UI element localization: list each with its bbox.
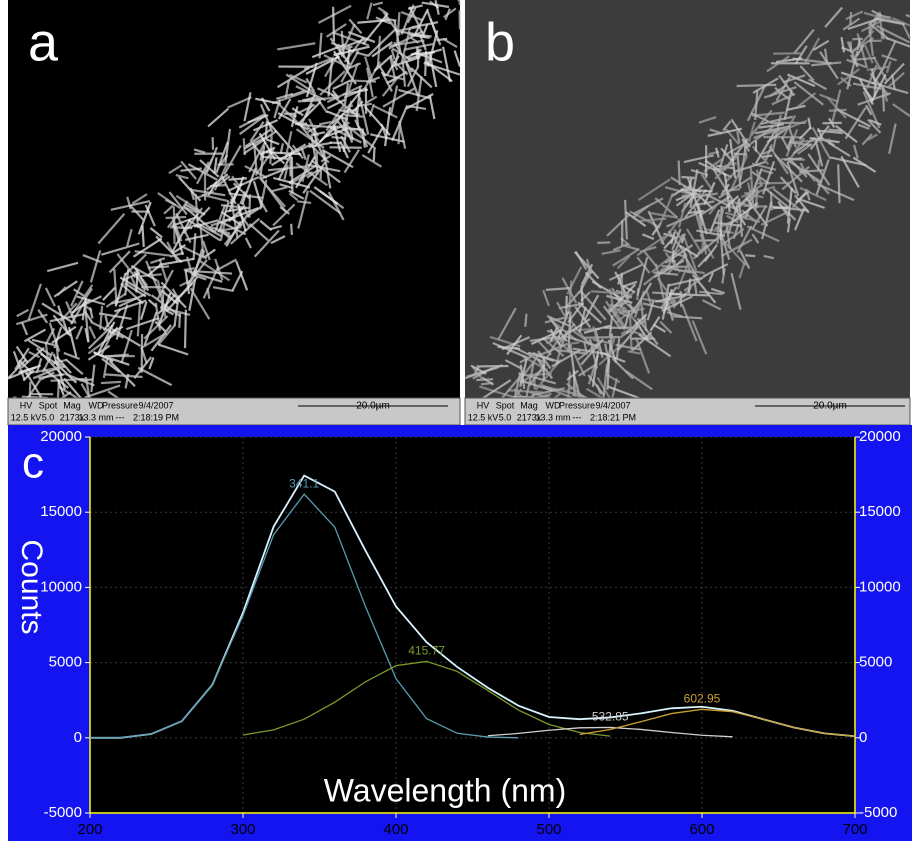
info-header: Spot	[496, 400, 515, 410]
fiber	[333, 7, 334, 41]
info-value: ---	[573, 412, 582, 422]
fiber	[850, 12, 851, 25]
fiber	[756, 189, 757, 209]
info-value: 5.0	[499, 412, 512, 422]
x-tick-label: 500	[536, 821, 561, 838]
fiber	[142, 226, 143, 247]
y2-tick-label: 0	[859, 729, 867, 746]
info-header: HV	[20, 400, 33, 410]
fiber	[374, 148, 375, 161]
plot-area	[90, 437, 855, 813]
x-tick-label: 300	[230, 821, 255, 838]
panel-label: c	[22, 439, 44, 488]
y2-tick-label: -5000	[859, 804, 897, 821]
panel-label: b	[485, 12, 515, 72]
info-value: 12.5 kV	[11, 412, 42, 422]
panel-label: a	[28, 12, 59, 72]
fiber	[332, 137, 347, 138]
peak-label: 415.77	[408, 644, 445, 658]
fiber	[291, 224, 292, 235]
fiber	[292, 157, 293, 194]
y2-tick-label: 5000	[859, 654, 892, 671]
y2-tick-label: 15000	[859, 503, 901, 520]
fiber	[584, 337, 619, 338]
info-value: 2:18:19 PM	[133, 412, 179, 422]
y2-tick-label: 20000	[859, 428, 901, 445]
x-tick-label: 700	[842, 821, 867, 838]
peak-label: 602.95	[684, 691, 721, 705]
fiber	[745, 255, 755, 256]
y2-tick-label: 10000	[859, 578, 901, 595]
x-axis-title: Wavelength (nm)	[324, 772, 566, 808]
fiber	[838, 164, 839, 203]
info-value: 12.5 kV	[468, 412, 499, 422]
info-header: Pressure	[102, 400, 138, 410]
info-header: Spot	[39, 400, 58, 410]
x-tick-label: 600	[689, 821, 714, 838]
fiber	[166, 217, 186, 218]
info-header: Mag	[63, 400, 81, 410]
fiber	[737, 85, 777, 86]
x-tick-label: 400	[383, 821, 408, 838]
fiber	[671, 294, 709, 295]
fiber	[773, 207, 788, 208]
scale-label: 20.0µm	[813, 401, 847, 412]
fiber	[458, 0, 460, 1]
info-header: Pressure	[559, 400, 595, 410]
info-value: 13.3 mm	[535, 412, 570, 422]
fiber	[662, 266, 687, 267]
peak-label: 532.85	[592, 710, 629, 724]
peak-label: 341.1	[289, 476, 319, 490]
info-value: 13.3 mm	[78, 412, 113, 422]
fiber	[852, 39, 863, 40]
y-tick-label: 15000	[40, 503, 82, 520]
fiber	[829, 110, 847, 111]
x-tick-label: 200	[77, 821, 102, 838]
fiber	[906, 15, 910, 17]
fiber	[425, 51, 426, 76]
info-value: 5.0	[42, 412, 55, 422]
sem-image	[465, 0, 910, 398]
y-tick-label: 0	[74, 729, 82, 746]
fiber	[682, 177, 695, 178]
fiber	[755, 183, 789, 184]
fiber	[525, 314, 526, 327]
info-header: Mag	[520, 400, 538, 410]
fiber	[249, 194, 250, 217]
info-value: ---	[116, 412, 125, 422]
fiber	[229, 178, 247, 179]
info-value: 2:18:21 PM	[590, 412, 636, 422]
y-axis-title: Counts	[15, 539, 48, 634]
fiber	[721, 206, 722, 240]
y-tick-label: -5000	[44, 804, 82, 821]
info-header: 9/4/2007	[595, 400, 630, 410]
y-tick-label: 20000	[40, 428, 82, 445]
info-header: 9/4/2007	[138, 400, 173, 410]
fiber	[101, 382, 121, 383]
scale-label: 20.0µm	[356, 401, 390, 412]
fiber	[317, 152, 318, 175]
info-header: HV	[477, 400, 490, 410]
fiber	[185, 310, 186, 348]
y-tick-label: 5000	[49, 654, 82, 671]
fiber	[459, 2, 460, 4]
